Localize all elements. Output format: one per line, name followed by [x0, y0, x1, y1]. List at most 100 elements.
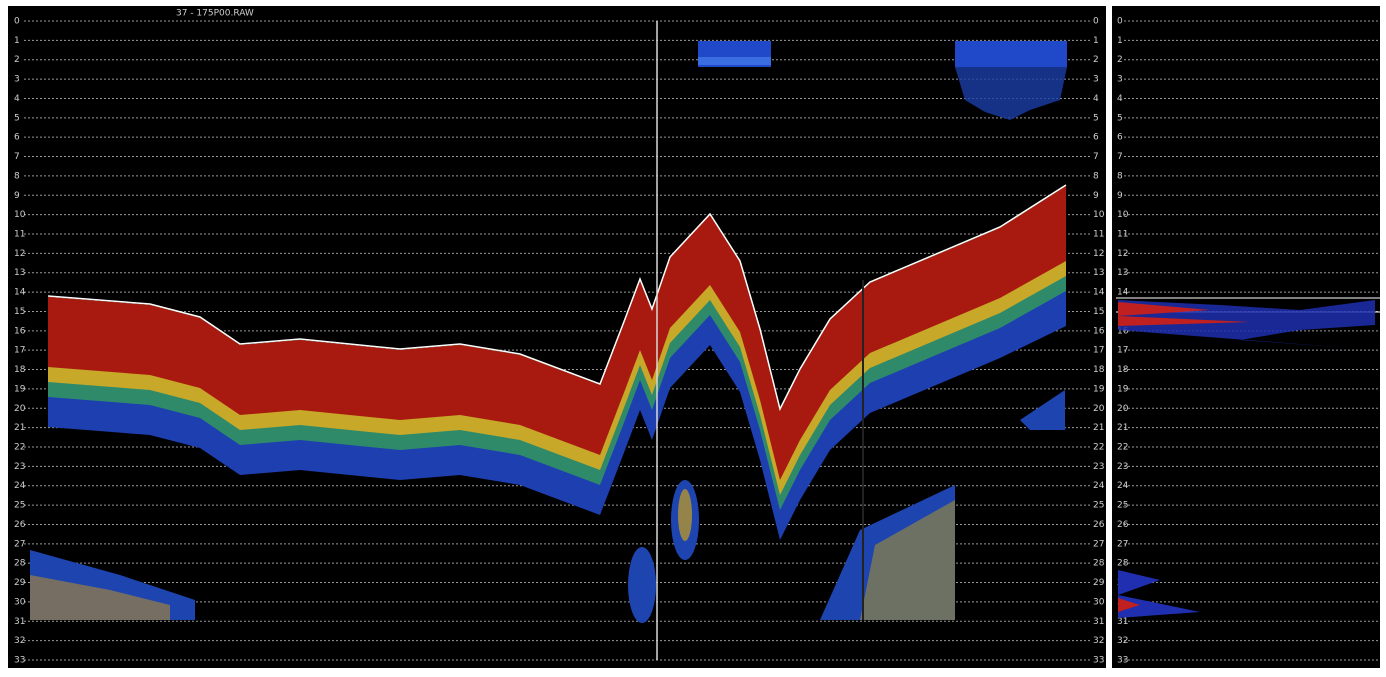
depth-label-left: 28: [14, 559, 26, 569]
depth-label-right: 25: [1117, 501, 1128, 511]
depth-label-left: 20: [14, 404, 26, 414]
school-echo: [628, 547, 656, 623]
depth-label-right: 33: [1117, 656, 1128, 666]
depth-label-right: 0: [1117, 17, 1123, 27]
depth-label-mid: 32: [1093, 636, 1104, 646]
depth-label-mid: 14: [1093, 288, 1105, 298]
depth-label-left: 12: [14, 249, 25, 259]
depth-label-mid: 8: [1093, 171, 1099, 181]
depth-label-left: 23: [14, 462, 25, 472]
depth-label-left: 29: [14, 578, 26, 588]
depth-label-left: 13: [14, 268, 25, 278]
depth-label-mid: 33: [1093, 656, 1104, 666]
surface-echo: [698, 57, 771, 65]
bottom-line: [47, 184, 1067, 412]
depth-label-mid: 9: [1093, 191, 1099, 201]
school-echo: [860, 500, 955, 620]
file-name: 37 - 175P00.RAW: [176, 9, 254, 19]
depth-label-mid: 5: [1093, 113, 1099, 123]
depth-label-mid: 4: [1093, 94, 1099, 104]
depth-label-left: 25: [14, 501, 25, 511]
profile-echo: [1118, 570, 1200, 618]
depth-label-mid: 29: [1093, 578, 1105, 588]
depth-label-right: 28: [1117, 559, 1129, 569]
depth-label-left: 0: [14, 17, 20, 27]
depth-label-mid: 0: [1093, 17, 1099, 27]
depth-label-mid: 26: [1093, 520, 1105, 530]
depth-label-mid: 7: [1093, 152, 1099, 162]
seabed-fringe: [48, 186, 1066, 540]
depth-label-left: 7: [14, 152, 20, 162]
depth-label-left: 30: [14, 597, 26, 607]
depth-label-right: 14: [1117, 288, 1129, 298]
depth-label-left: 17: [14, 346, 25, 356]
surface-echo-fringe: [955, 67, 1067, 120]
depth-label-right: 12: [1117, 249, 1128, 259]
depth-label-right: 31: [1117, 617, 1128, 627]
depth-label-left: 8: [14, 171, 20, 181]
depth-label-left: 6: [14, 133, 20, 143]
depth-label-mid: 20: [1093, 404, 1105, 414]
depth-label-mid: 30: [1093, 597, 1105, 607]
depth-label-mid: 21: [1093, 423, 1104, 433]
depth-label-mid: 19: [1093, 384, 1105, 394]
profile-echo: [1118, 302, 1250, 326]
depth-label-right: 10: [1117, 210, 1129, 220]
depth-label-right: 26: [1117, 520, 1129, 530]
depth-label-right: 2: [1117, 55, 1123, 65]
depth-label-right: 3: [1117, 75, 1123, 85]
depth-label-right: 17: [1117, 346, 1128, 356]
depth-label-right: 21: [1117, 423, 1128, 433]
depth-label-left: 2: [14, 55, 20, 65]
depth-label-left: 33: [14, 656, 25, 666]
depth-label-right: 4: [1117, 94, 1123, 104]
surface-echo: [955, 41, 1067, 67]
depth-label-left: 31: [14, 617, 25, 627]
depth-label-left: 9: [14, 191, 20, 201]
depth-label-mid: 23: [1093, 462, 1104, 472]
depth-label-mid: 13: [1093, 268, 1104, 278]
school-echo: [678, 489, 692, 541]
depth-label-mid: 2: [1093, 55, 1099, 65]
depth-label-mid: 28: [1093, 559, 1105, 569]
depth-label-mid: 10: [1093, 210, 1105, 220]
depth-label-mid: 16: [1093, 326, 1105, 336]
depth-label-right: 5: [1117, 113, 1123, 123]
depth-label-left: 22: [14, 443, 25, 453]
bottom-echo: [30, 575, 170, 620]
seabed-core: [48, 186, 1066, 480]
depth-label-right: 16: [1117, 326, 1129, 336]
depth-label-left: 16: [14, 326, 26, 336]
depth-label-left: 19: [14, 384, 26, 394]
depth-label-left: 26: [14, 520, 26, 530]
depth-label-right: 19: [1117, 384, 1129, 394]
depth-label-left: 32: [14, 636, 25, 646]
echo-returns: [47, 184, 1067, 540]
depth-label-right: 7: [1117, 152, 1123, 162]
depth-label-right: 18: [1117, 365, 1129, 375]
depth-label-mid: 12: [1093, 249, 1104, 259]
depth-label-left: 18: [14, 365, 26, 375]
depth-label-left: 15: [14, 307, 25, 317]
depth-label-left: 3: [14, 75, 20, 85]
depth-label-right: 9: [1117, 191, 1123, 201]
depth-label-left: 11: [14, 230, 25, 240]
depth-label-mid: 18: [1093, 365, 1105, 375]
depth-label-left: 14: [14, 288, 26, 298]
depth-label-right: 20: [1117, 404, 1129, 414]
depth-label-right: 24: [1117, 481, 1129, 491]
profile-echo: [1118, 598, 1140, 612]
depth-label-right: 23: [1117, 462, 1128, 472]
depth-label-mid: 17: [1093, 346, 1104, 356]
depth-label-mid: 25: [1093, 501, 1104, 511]
depth-label-mid: 22: [1093, 443, 1104, 453]
depth-label-right: 11: [1117, 230, 1128, 240]
school-echo: [1020, 390, 1065, 430]
depth-label-left: 4: [14, 94, 20, 104]
depth-label-left: 21: [14, 423, 25, 433]
depth-label-mid: 3: [1093, 75, 1099, 85]
depth-label-mid: 31: [1093, 617, 1104, 627]
depth-label-right: 1: [1117, 36, 1123, 46]
depth-label-left: 1: [14, 36, 20, 46]
